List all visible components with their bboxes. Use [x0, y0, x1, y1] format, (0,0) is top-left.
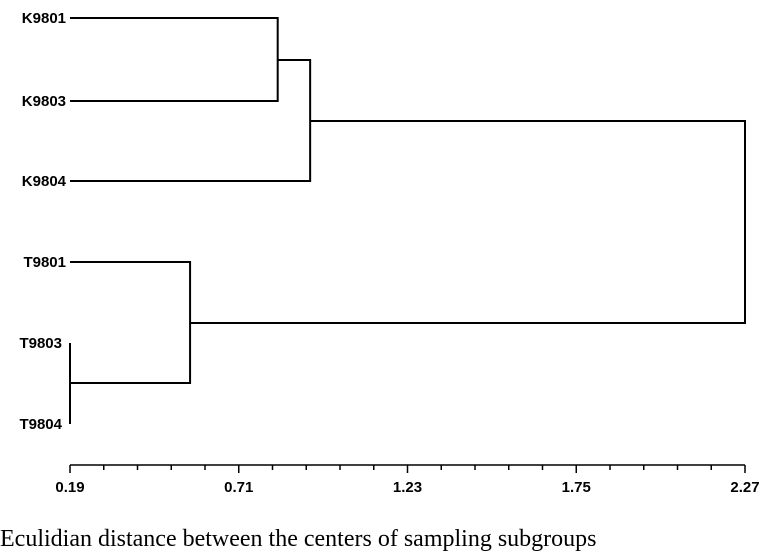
leaf-label-t9803: T9803	[19, 335, 62, 352]
merge-link-5	[190, 120, 746, 324]
leaf-label-t9804: T9804	[19, 416, 62, 433]
axis-tick-labels: 0.19 0.71 1.23 1.75 2.27	[55, 479, 759, 496]
leaf-label-k9803: K9803	[22, 93, 66, 110]
leaf-label-k9801: K9801	[22, 10, 66, 27]
axis-tick-label: 1.23	[393, 479, 422, 496]
dendrogram-tree	[69, 17, 746, 424]
axis-tick-label: 2.27	[730, 479, 759, 496]
merge-link-3	[70, 17, 279, 102]
leaf-labels: K9801 K9803 K9804 T9801 T9803 T9804	[19, 10, 66, 433]
leaf-label-t9801: T9801	[23, 254, 66, 271]
axis-tick-label: 1.75	[562, 479, 591, 496]
distance-axis	[69, 464, 746, 473]
merge-link-2	[70, 261, 192, 384]
axis-tick-label: 0.71	[224, 479, 253, 496]
leaf-label-k9804: K9804	[22, 173, 67, 190]
axis-tick-label: 0.19	[55, 479, 84, 496]
figure-caption: Eculidian distance between the centers o…	[0, 526, 597, 552]
merge-link-4	[70, 59, 312, 182]
